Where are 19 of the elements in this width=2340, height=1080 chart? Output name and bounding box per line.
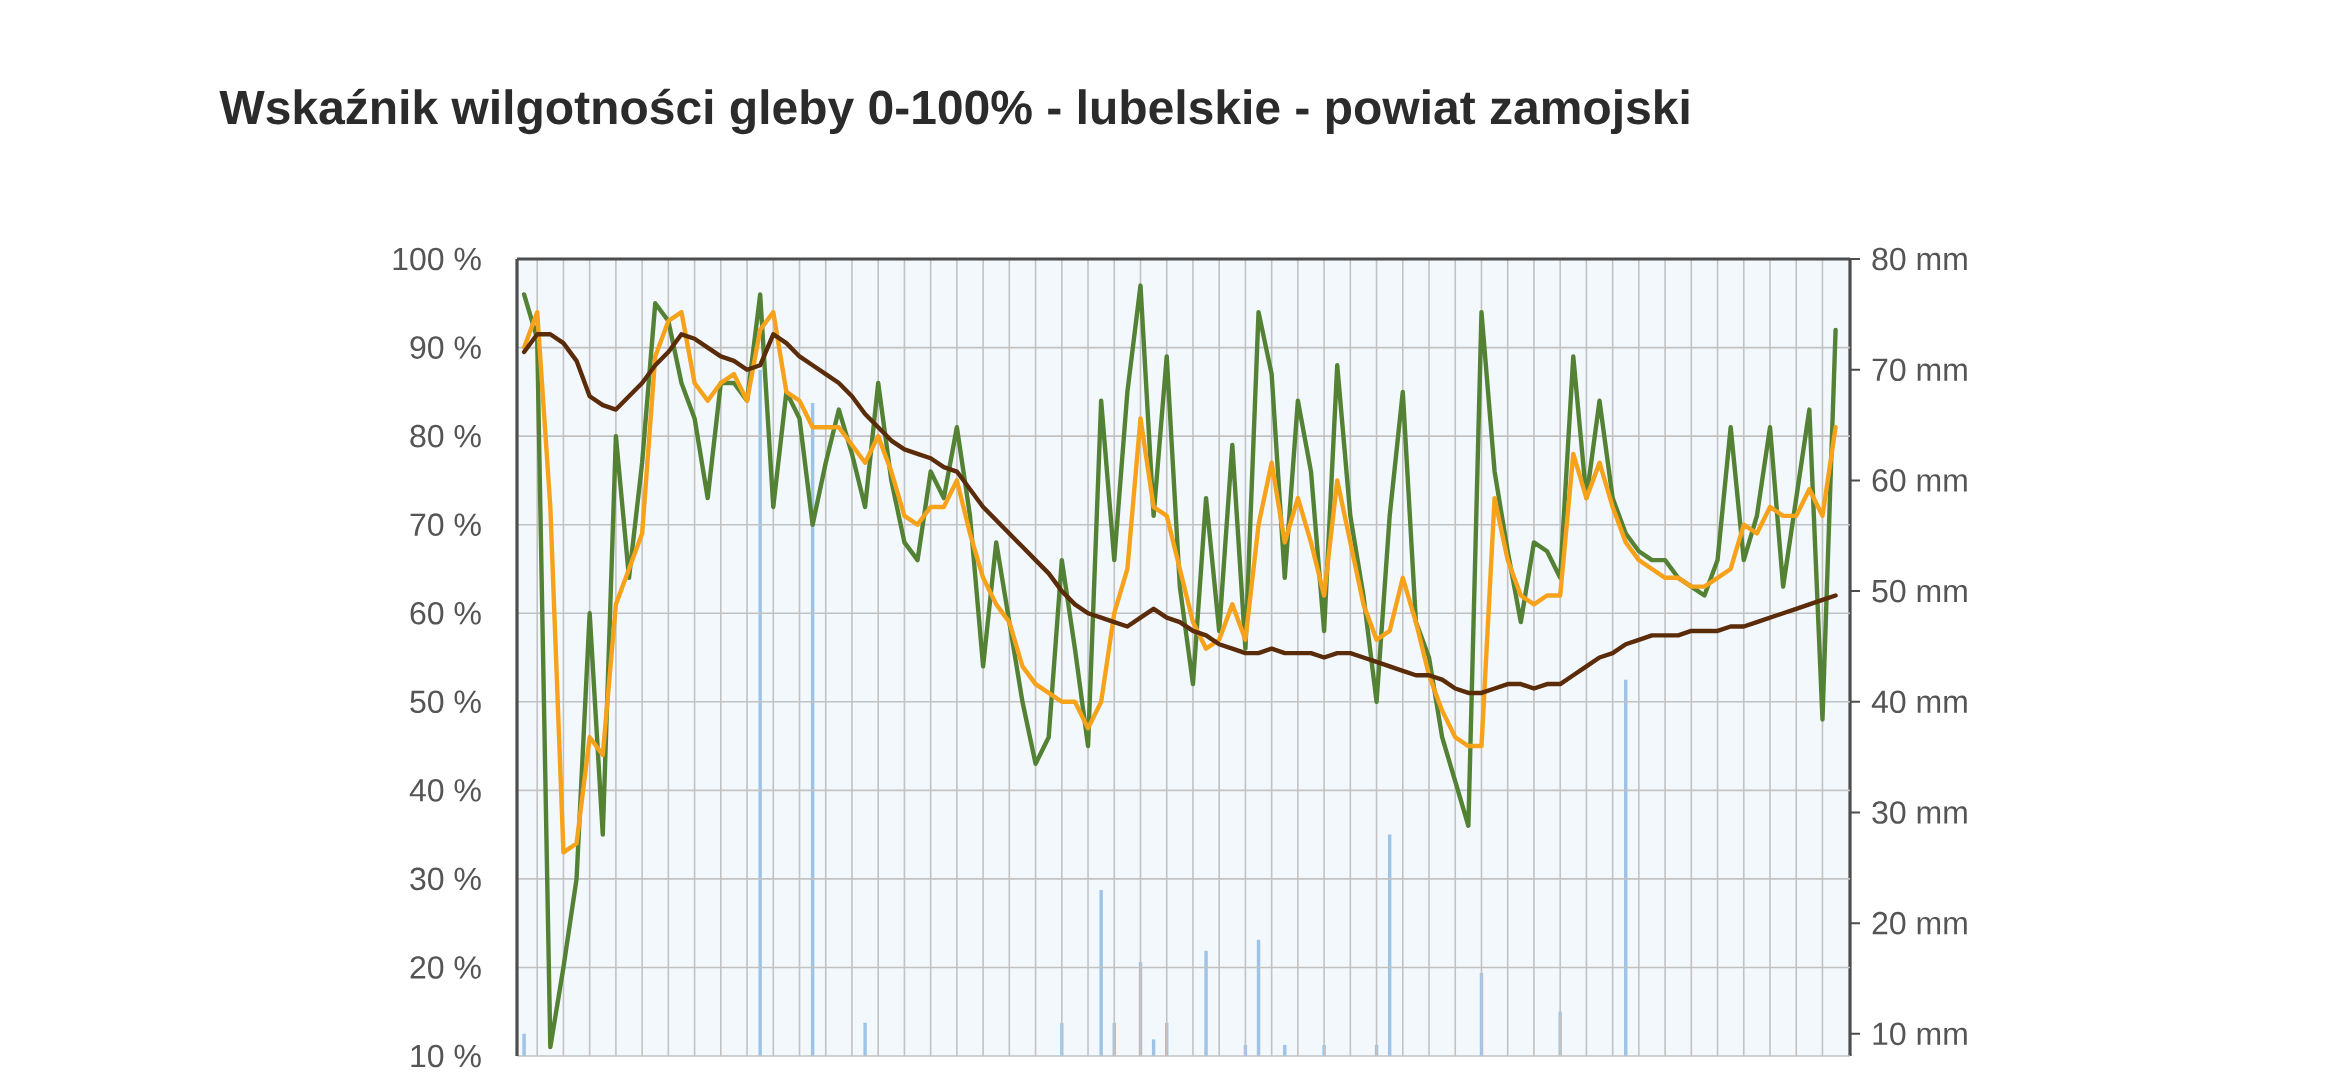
- y-tick-label: 80 %: [410, 424, 481, 448]
- y2-tick-label: 50 mm: [1872, 579, 1967, 603]
- y-tick-label: 40 %: [409, 779, 481, 802]
- y2-tick-label: 60 mm: [1872, 469, 1967, 492]
- y2-tick-label: 30 mm: [1872, 801, 1967, 824]
- y-tick-label: 70 %: [410, 513, 481, 537]
- y-tick-label: 100 %: [393, 247, 481, 271]
- y2-tick-label: 10 mm: [1873, 1022, 1967, 1046]
- y2-tick-label: 70 mm: [1872, 358, 1967, 382]
- y-tick-label: 90 %: [410, 336, 481, 359]
- y2-tick-label: 20 mm: [1872, 911, 1967, 935]
- y2-tick-label: 80 mm: [1872, 247, 1967, 271]
- y-tick-label: 10 %: [411, 1044, 481, 1068]
- y-tick-label: 60 %: [410, 601, 481, 625]
- y2-tick-label: 40 mm: [1871, 690, 1967, 714]
- y-tick-label: 20 %: [410, 956, 481, 979]
- y-tick-label: 50 %: [410, 690, 481, 714]
- y-tick-label: 30 %: [410, 867, 481, 891]
- chart-title: Wskaźnik wilgotności gleby 0-100% - lubelskie - powiat zamojski: [219, 88, 1689, 135]
